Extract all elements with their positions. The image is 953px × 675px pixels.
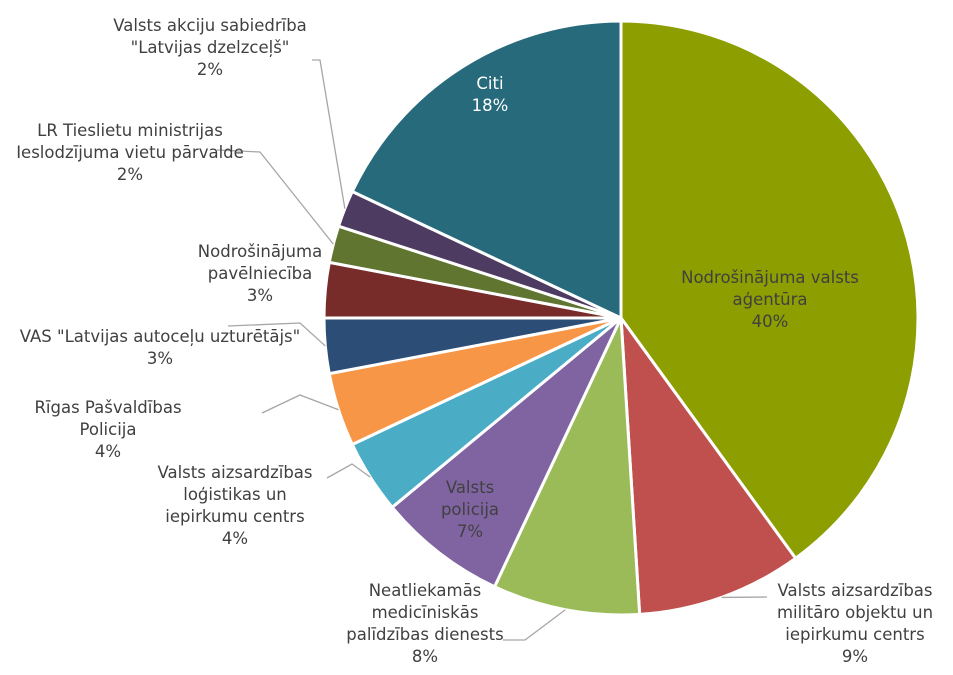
category-label: Nodrošinājuma valsts aģentūra: [681, 268, 859, 309]
slice-label: Nodrošinājuma valsts aģentūra 40%: [670, 267, 870, 333]
category-label: VAS "Latvijas autoceļu uzturētājs": [19, 327, 301, 346]
value-label: 2%: [196, 60, 224, 79]
pie-slice: [492, 317, 642, 617]
slice-label: Neatliekamās medicīniskās palīdzības die…: [330, 580, 520, 668]
category-label: Citi: [476, 74, 504, 93]
category-label: Valsts akciju sabiedrība "Latvijas dzelz…: [113, 16, 307, 57]
slice-label: Valsts akciju sabiedrība "Latvijas dzelz…: [90, 15, 330, 81]
category-label: Nodrošinājuma pavēlniecība: [197, 242, 323, 283]
slice-label: VAS "Latvijas autoceļu uzturētājs" 3%: [10, 326, 310, 370]
value-label: 2%: [116, 165, 144, 184]
slice-label: Valsts policija 7%: [425, 477, 515, 543]
slice-label: Valsts aizsardzības militāro objektu un …: [755, 580, 953, 668]
slice-label: Rīgas Pašvaldības Policija 4%: [8, 397, 208, 463]
slice-label: Nodrošinājuma pavēlniecība 3%: [175, 241, 345, 307]
value-label: 18%: [471, 96, 509, 115]
slice-label: Citi 18%: [440, 73, 540, 117]
slice-label: Valsts aizsardzības loģistikas un iepirk…: [145, 462, 325, 550]
leader-line: [326, 463, 371, 479]
leader-line: [227, 322, 326, 347]
leader-line: [261, 394, 339, 414]
value-label: 8%: [411, 647, 439, 666]
value-label: 40%: [751, 312, 789, 331]
category-label: Rīgas Pašvaldības Policija: [34, 398, 182, 439]
slice-label: LR Tieslietu ministrijas Ieslodzījuma vi…: [10, 120, 250, 186]
value-label: 9%: [841, 647, 869, 666]
value-label: 4%: [94, 442, 122, 461]
pie-slice: [619, 19, 920, 561]
pie-slice: [350, 19, 623, 321]
value-label: 7%: [456, 522, 484, 541]
leader-line: [216, 149, 334, 245]
value-label: 3%: [146, 349, 174, 368]
value-label: 3%: [246, 286, 274, 305]
category-label: Valsts aizsardzības loģistikas un iepirk…: [157, 463, 313, 526]
leader-line: [503, 609, 566, 641]
leader-line: [312, 59, 346, 209]
category-label: LR Tieslietu ministrijas Ieslodzījuma vi…: [16, 121, 244, 162]
category-label: Valsts aizsardzības militāro objektu un …: [776, 581, 934, 644]
category-label: Valsts policija: [440, 478, 500, 519]
value-label: 4%: [221, 529, 249, 548]
category-label: Neatliekamās medicīniskās palīdzības die…: [346, 581, 504, 644]
pie-slice: [390, 316, 623, 589]
